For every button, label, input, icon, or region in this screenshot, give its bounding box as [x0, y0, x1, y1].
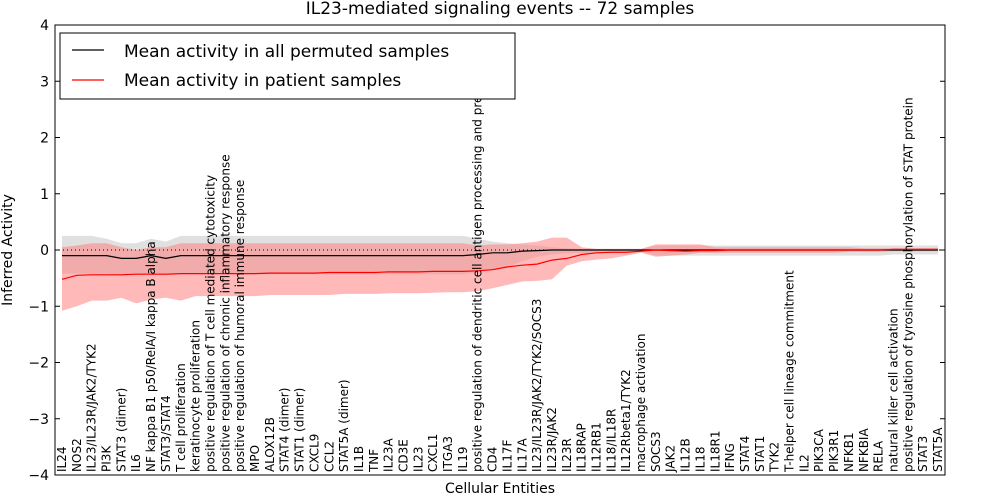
category-label: natural killer cell activation	[887, 308, 901, 472]
y-tick-label: 2	[40, 131, 49, 147]
category-label: CD3E	[397, 439, 411, 472]
category-label: IL17A	[515, 438, 529, 472]
line-series-1	[61, 248, 938, 280]
category-label: CXCL1	[426, 434, 440, 472]
category-label: STAT1	[753, 436, 767, 472]
category-label: IL23/IL23R/JAK2/TYK2	[85, 343, 99, 472]
category-label: STAT3/STAT4	[159, 395, 173, 472]
category-label: ALOX12B	[263, 417, 277, 472]
category-label: CCL2	[322, 441, 336, 472]
category-label: STAT3	[916, 436, 930, 472]
category-label: STAT4	[738, 436, 752, 472]
category-label: TNF	[367, 449, 381, 473]
category-label: STAT3 (dimer)	[114, 388, 128, 472]
category-labels: IL24 NOS2 IL23/IL23R/JAK2/TYK2 PI3K STAT3 (d…	[55, 39, 945, 473]
y-axis: −4 −3 −2 −1 0 1 2 3 4	[28, 18, 945, 484]
category-label: STAT1 (dimer)	[293, 388, 307, 472]
y-tick-label: 4	[40, 18, 49, 34]
category-label: PIK3R1	[827, 430, 841, 472]
category-label: IL24	[55, 447, 69, 473]
category-label: IL18RAP	[575, 423, 589, 472]
category-label: IL23R	[560, 438, 574, 472]
category-label: IL6	[129, 454, 143, 472]
category-label: TYK2	[768, 442, 782, 473]
category-label: T cell proliferation	[174, 363, 188, 473]
y-tick-label: 3	[40, 74, 49, 90]
category-label: IL12B	[679, 438, 693, 472]
category-label: PI3K	[100, 445, 114, 472]
category-label: NF kappa B1 p50/RelA/I kappa B alpha	[144, 241, 158, 472]
category-label: NFKB1	[842, 432, 856, 472]
category-label: IL18/IL18R	[604, 409, 618, 472]
category-label: IFNG	[723, 443, 737, 472]
category-label: IL12RB1	[590, 422, 604, 472]
category-label: MPO	[248, 445, 262, 472]
series-lines	[55, 248, 945, 280]
category-label: keratinocyte proliferation	[189, 320, 203, 472]
category-label: IL18	[693, 446, 707, 472]
category-label: IL23R/JAK2	[545, 407, 559, 472]
y-tick-label: −4	[28, 468, 49, 484]
category-label: CXCL9	[307, 434, 321, 472]
category-label: positive regulation of tyrosine phosphor…	[901, 97, 915, 472]
category-label: PIK3CA	[812, 428, 826, 472]
category-label: STAT5A (dimer)	[337, 379, 351, 472]
category-label: T-helper cell lineage commitment	[783, 270, 797, 473]
category-label: NFKBIA	[857, 428, 871, 473]
category-label: positive regulation of humoral immune re…	[233, 180, 247, 472]
y-tick-label: −2	[28, 356, 49, 372]
category-label: positive regulation of chronic inflammat…	[218, 154, 232, 472]
chart-title: IL23-mediated signaling events -- 72 sam…	[306, 0, 695, 19]
category-label: IL19	[456, 447, 470, 473]
legend-box	[59, 32, 516, 100]
category-label: IL23A	[382, 437, 396, 471]
category-label: IL12Rbeta1/TYK2	[619, 369, 633, 472]
category-label: positive regulation of T cell mediated c…	[204, 175, 218, 472]
category-label: IL23	[411, 446, 425, 472]
x-axis-label: Cellular Entities	[445, 481, 555, 497]
y-tick-label: 1	[40, 187, 49, 203]
y-tick-label: −1	[28, 299, 49, 315]
legend: Mean activity in all permuted samples Me…	[59, 32, 516, 100]
category-label: STAT5A	[931, 427, 945, 472]
legend-label-patient: Mean activity in patient samples	[124, 71, 401, 91]
category-label: NOS2	[70, 438, 84, 472]
y-axis-label: Inferred Activity	[0, 194, 16, 306]
category-label: IL23/IL23R/JAK2/TYK2/SOCS3	[530, 299, 544, 472]
category-label: IL17F	[500, 439, 514, 471]
category-label: ITGA3	[441, 436, 455, 472]
category-label: RELA	[872, 440, 886, 472]
category-label: SOCS3	[649, 431, 663, 472]
category-label: positive regulation of dendritic cell an…	[471, 39, 485, 472]
category-label: JAK2	[664, 445, 678, 473]
category-label: macrophage activation	[634, 334, 648, 472]
legend-label-permuted: Mean activity in all permuted samples	[124, 42, 449, 62]
y-tick-label: 0	[40, 243, 49, 259]
category-label: CD4	[486, 447, 500, 472]
y-tick-label: −3	[28, 412, 49, 428]
category-label: STAT4 (dimer)	[278, 388, 292, 472]
category-label: IL18R1	[708, 431, 722, 472]
category-label: IL2	[797, 454, 811, 472]
category-label: IL1B	[352, 446, 366, 472]
